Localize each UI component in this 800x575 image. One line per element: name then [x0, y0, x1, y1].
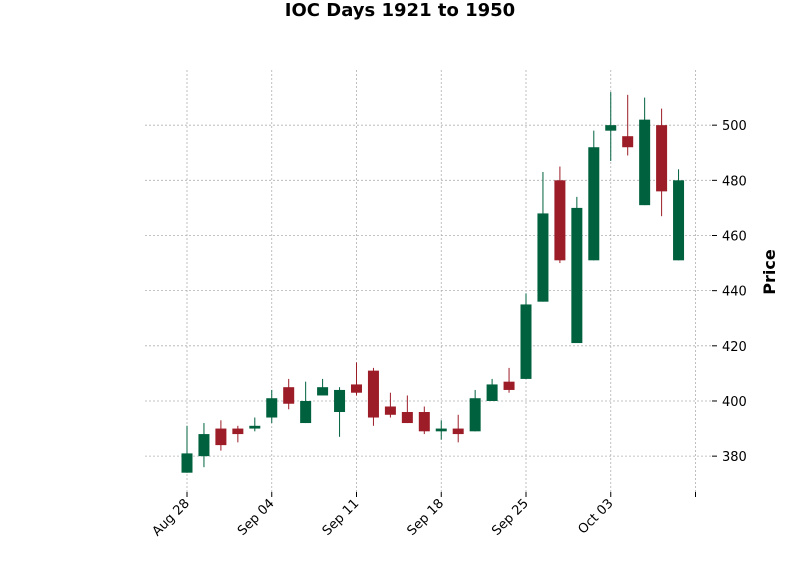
candle-body [520, 304, 532, 379]
candle [656, 108, 668, 217]
candle [266, 389, 278, 424]
candle-body [537, 213, 549, 302]
candle-body [486, 384, 498, 401]
candle [181, 425, 193, 473]
candle [334, 387, 346, 437]
x-tick-label: Aug 28 [150, 496, 193, 539]
candle-body [283, 387, 295, 404]
y-axis-title: Price [760, 249, 779, 295]
x-tick-label: Oct 03 [575, 496, 616, 537]
candle-body [249, 425, 261, 429]
candle-body [181, 453, 193, 473]
candle-body [334, 389, 346, 413]
candle [673, 169, 685, 261]
candle-body [435, 428, 447, 432]
candle [537, 172, 549, 302]
candle-body [673, 180, 685, 261]
candle [469, 389, 481, 432]
y-tick-label: 460 [722, 229, 747, 244]
x-tick-label: Sep 04 [235, 496, 278, 539]
y-tick-label: 440 [722, 285, 747, 300]
candle [435, 420, 447, 440]
candle-body [418, 412, 430, 432]
candle [283, 378, 295, 410]
candle [503, 367, 515, 393]
candle-body [401, 412, 413, 424]
chart-title: IOC Days 1921 to 1950 [284, 0, 516, 21]
y-tick-label: 480 [722, 174, 747, 189]
candle [249, 417, 261, 432]
grid-layer [145, 70, 712, 492]
candle [317, 378, 329, 396]
candle [622, 94, 634, 156]
candle [367, 367, 379, 426]
candle-body [605, 125, 617, 131]
y-tick-label: 380 [722, 450, 747, 465]
candle [401, 395, 413, 424]
candle-layer [181, 92, 685, 473]
candle-body [554, 180, 566, 261]
y-tick-label: 500 [722, 119, 747, 134]
candle-body [351, 384, 362, 393]
candle-body [266, 398, 278, 418]
candle [198, 423, 210, 468]
candle [215, 420, 227, 451]
candle-body [317, 387, 329, 396]
candle-body [300, 400, 312, 424]
candle-body [639, 119, 651, 206]
candle [418, 406, 430, 435]
candle [300, 381, 312, 424]
candle-body [622, 136, 634, 148]
candle [351, 362, 362, 396]
x-tick-label: Sep 25 [489, 496, 532, 539]
candle-body [571, 207, 583, 344]
candle-body [588, 147, 600, 261]
candle [571, 196, 583, 344]
x-tick-label: Sep 18 [405, 496, 448, 539]
candle-body [367, 370, 379, 418]
x-tick-label: Sep 11 [320, 496, 363, 539]
candle-body [469, 398, 481, 432]
candle-body [452, 428, 464, 435]
candle [384, 392, 396, 418]
candle-body [198, 434, 210, 457]
candle [452, 414, 464, 443]
y-tick-label: 400 [722, 395, 747, 410]
candle-body [503, 381, 515, 390]
candle-body [215, 428, 227, 446]
candle [486, 378, 498, 401]
candle [554, 166, 566, 264]
candle-body [656, 125, 668, 192]
candle-body [232, 428, 244, 435]
candle-body [384, 406, 396, 415]
candle [232, 425, 244, 443]
candle [605, 92, 617, 162]
candle [588, 130, 600, 261]
candle [639, 97, 651, 206]
y-tick-label: 420 [722, 340, 747, 355]
candle [520, 293, 532, 379]
